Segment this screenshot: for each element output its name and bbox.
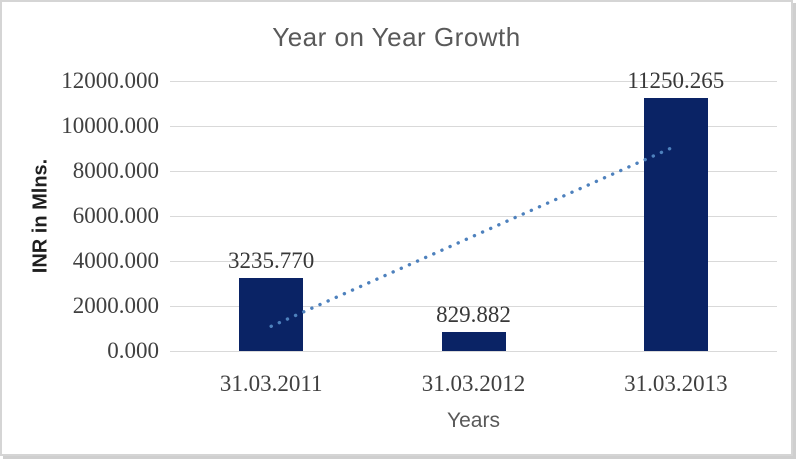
y-tick-label: 12000.000	[61, 68, 159, 93]
gridline	[170, 81, 777, 82]
y-tick-label: 8000.000	[72, 158, 159, 183]
x-category-label: 31.03.2011	[219, 371, 323, 396]
data-label: 3235.770	[228, 248, 315, 274]
gridline	[170, 126, 777, 127]
x-category-label: 31.03.2012	[421, 371, 526, 396]
y-tick-label: 4000.000	[72, 248, 159, 273]
y-tick-label: 6000.000	[72, 203, 159, 228]
y-tick-label: 2000.000	[72, 293, 159, 318]
y-tick-label: 10000.000	[61, 113, 159, 138]
bar	[239, 278, 304, 351]
gridline	[170, 351, 777, 352]
x-axis-title: Years	[447, 409, 500, 432]
data-label: 829.882	[436, 302, 511, 328]
bar	[643, 97, 708, 351]
x-category-label: 31.03.2013	[624, 371, 728, 396]
y-tick-label: 0.000	[107, 338, 159, 363]
bar	[441, 332, 506, 351]
data-label: 11250.265	[627, 67, 725, 93]
chart-title: Year on Year Growth	[272, 22, 521, 52]
